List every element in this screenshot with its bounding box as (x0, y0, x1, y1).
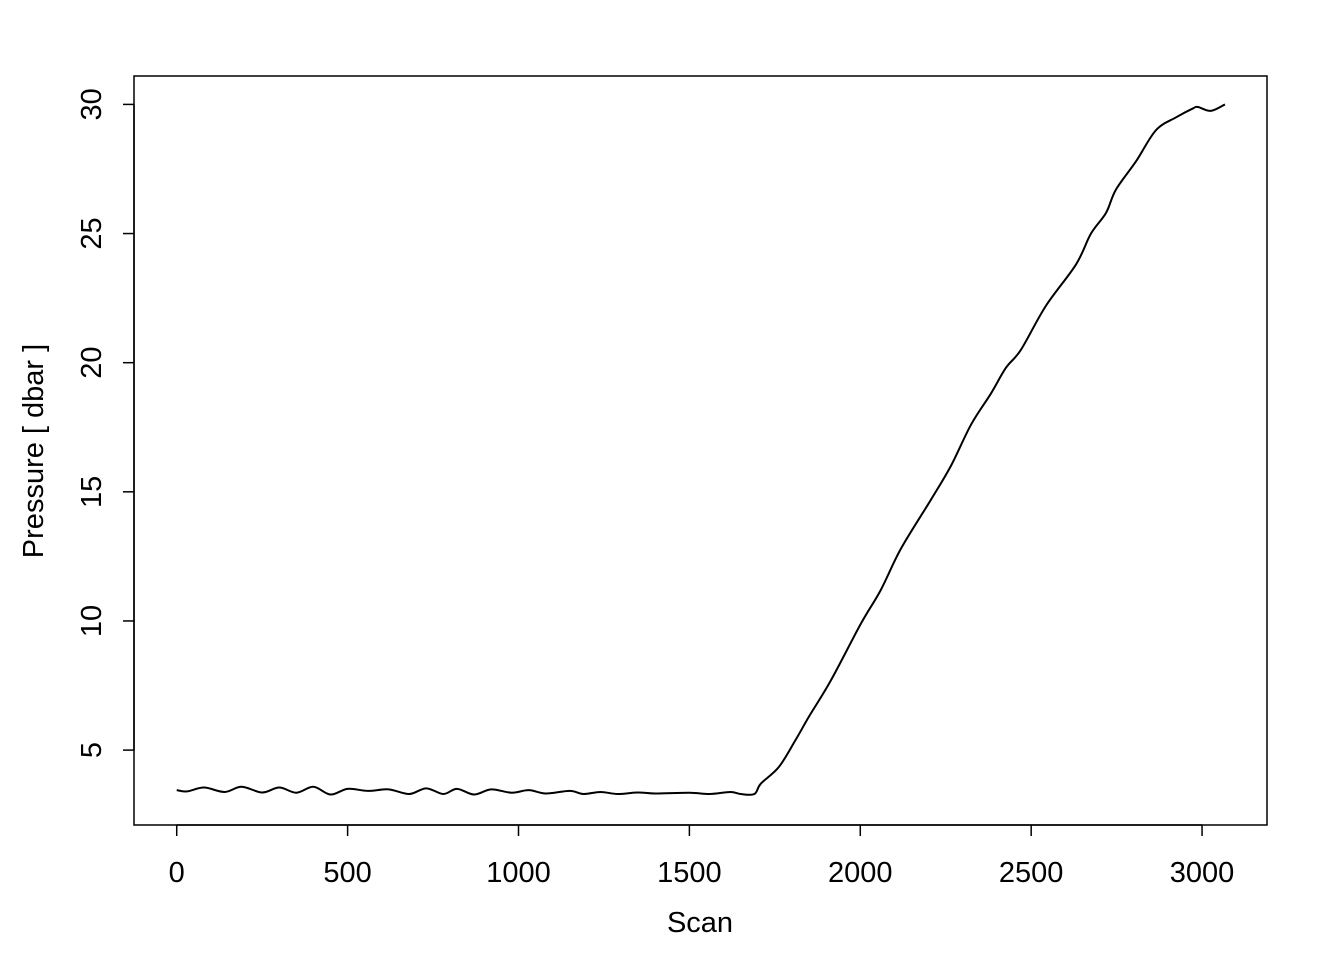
x-tick-label: 3000 (1170, 857, 1235, 889)
y-axis: 5 10 15 20 25 30 (76, 88, 135, 758)
y-tick-label: 10 (76, 605, 108, 637)
y-tick-label: 30 (76, 88, 108, 120)
x-tick-label: 500 (323, 857, 371, 889)
y-tick-label: 5 (76, 742, 108, 758)
plot-frame (133, 75, 1268, 826)
x-tick-label: 2000 (828, 857, 893, 889)
x-tick-label: 0 (169, 857, 185, 889)
x-tick-label: 2500 (999, 857, 1064, 889)
x-axis: 0 500 1000 1500 2000 2500 3000 (169, 824, 1235, 889)
x-tick-label: 1000 (486, 857, 551, 889)
y-tick-label: 20 (76, 347, 108, 379)
y-tick-label: 15 (76, 476, 108, 508)
y-axis-label: Pressure [ dbar ] (18, 344, 50, 558)
x-tick-label: 1500 (657, 857, 722, 889)
y-tick-label: 25 (76, 217, 108, 249)
series-line (176, 103, 1226, 796)
x-axis-label: Scan (667, 907, 733, 939)
